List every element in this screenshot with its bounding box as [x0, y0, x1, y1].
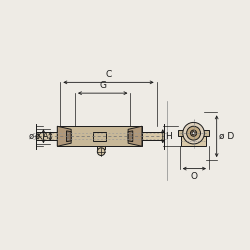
- Polygon shape: [57, 126, 142, 146]
- Polygon shape: [36, 132, 57, 140]
- Circle shape: [190, 130, 197, 136]
- Text: ø K: ø K: [29, 132, 42, 141]
- Text: G: G: [99, 81, 106, 90]
- Polygon shape: [97, 146, 105, 149]
- Polygon shape: [128, 126, 142, 146]
- Polygon shape: [57, 126, 71, 146]
- Text: ø D: ø D: [219, 132, 234, 141]
- Circle shape: [187, 126, 200, 140]
- Text: H: H: [165, 132, 172, 141]
- Text: C: C: [105, 70, 112, 79]
- Polygon shape: [128, 131, 133, 142]
- Polygon shape: [94, 132, 106, 141]
- Text: ø A: ø A: [35, 132, 49, 141]
- Circle shape: [183, 122, 204, 144]
- Polygon shape: [181, 136, 206, 146]
- Circle shape: [97, 148, 105, 156]
- Circle shape: [192, 132, 195, 135]
- Text: O: O: [191, 172, 198, 181]
- Polygon shape: [142, 132, 164, 140]
- Polygon shape: [66, 131, 71, 142]
- Polygon shape: [178, 130, 209, 136]
